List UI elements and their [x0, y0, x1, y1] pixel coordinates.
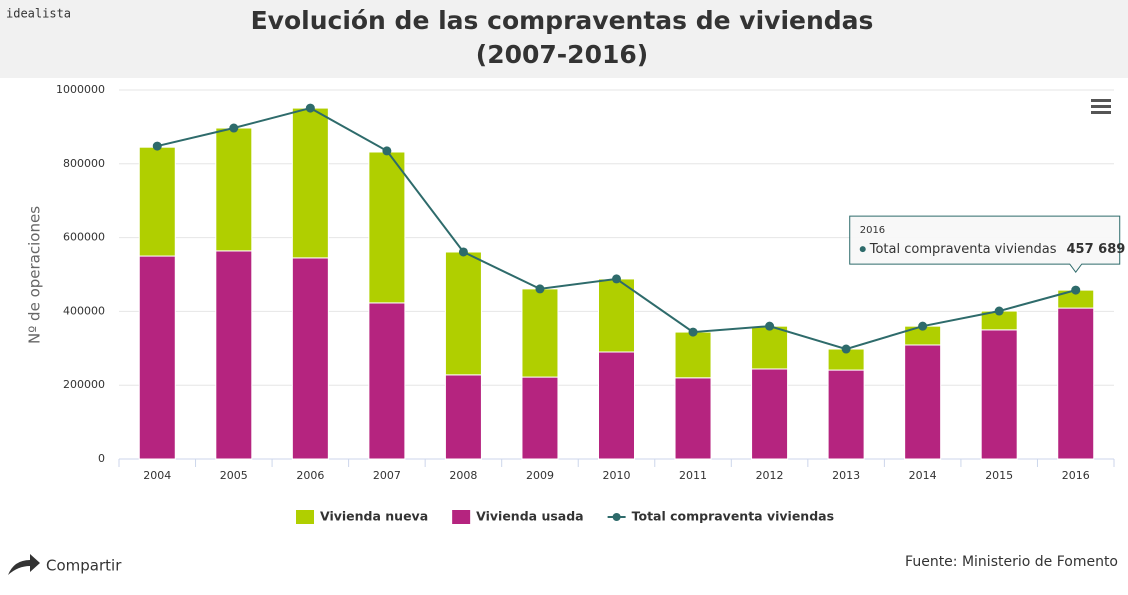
tooltip-text: Total compraventa viviendas 457 689: [869, 242, 1126, 257]
legend-dot: [612, 513, 621, 521]
bar: [215, 250, 253, 460]
x-tick-label: 2013: [832, 469, 860, 482]
legend-item[interactable]: Total compraventa viviendas: [607, 509, 834, 524]
share-icon[interactable]: [8, 554, 40, 575]
line-point: [612, 274, 621, 284]
bar: [1057, 307, 1095, 460]
line-point: [1071, 285, 1081, 295]
x-tick-label: 2010: [603, 469, 631, 482]
tooltip-series: Total compraventa viviendas: [869, 242, 1057, 257]
line-point: [535, 284, 545, 294]
line-point: [382, 146, 392, 156]
legend-label: Vivienda usada: [476, 509, 583, 524]
bar: [827, 369, 865, 460]
bar: [674, 377, 712, 460]
bar: [598, 278, 635, 353]
chart-title: Evolución de las compraventas de viviend…: [251, 6, 874, 35]
legend-label: Vivienda nueva: [320, 509, 428, 524]
legend-item[interactable]: Vivienda usada: [452, 509, 584, 525]
x-tick-label: 2011: [679, 469, 707, 482]
y-axis-label: Nº de operaciones: [26, 206, 44, 344]
y-tick-label: 200000: [63, 378, 105, 391]
bar: [521, 288, 559, 378]
bar: [215, 127, 253, 252]
line-point: [458, 247, 468, 257]
x-tick-label: 2008: [449, 469, 477, 482]
menu-icon[interactable]: [1091, 99, 1111, 114]
y-tick-label: 800000: [63, 157, 105, 170]
bar: [138, 146, 176, 257]
x-tick-label: 2014: [909, 469, 937, 482]
y-tick-label: 400000: [63, 304, 105, 317]
legend-swatch: [452, 510, 471, 524]
legend-label: Total compraventa viviendas: [632, 509, 834, 524]
y-tick-label: 0: [98, 452, 105, 465]
x-tick-label: 2005: [220, 469, 248, 482]
source-note: Fuente: Ministerio de Fomento: [905, 554, 1118, 570]
tooltip-dot: [859, 246, 866, 253]
y-tick-label: 1000000: [56, 83, 105, 96]
line-point: [918, 321, 928, 331]
line-point: [305, 103, 315, 113]
bar: [751, 368, 789, 460]
tooltip-value: 457 689: [1067, 242, 1126, 257]
x-tick-label: 2009: [526, 469, 554, 482]
x-tick-label: 2004: [143, 469, 171, 482]
bar: [751, 325, 789, 370]
x-tick-label: 2006: [296, 469, 324, 482]
bar: [674, 331, 712, 379]
y-tick-label: 600000: [63, 231, 105, 244]
chart-title: (2007-2016): [476, 40, 648, 69]
legend-item[interactable]: Vivienda nueva: [296, 509, 428, 525]
brand: idealista: [6, 7, 71, 21]
x-tick-label: 2016: [1062, 469, 1090, 482]
line-point: [688, 327, 698, 337]
line-point: [994, 306, 1004, 316]
bar: [138, 255, 176, 460]
bar: [444, 374, 482, 460]
bar: [368, 302, 406, 460]
line-point: [841, 344, 851, 354]
bar: [521, 376, 559, 460]
line-point: [152, 141, 162, 151]
header-band: [0, 0, 1128, 78]
share-link[interactable]: Compartir: [46, 557, 122, 575]
bar: [291, 107, 329, 259]
x-tick-label: 2012: [756, 469, 784, 482]
bar: [291, 257, 329, 460]
bar: [904, 344, 942, 460]
tooltip-box: [849, 215, 1121, 273]
x-tick-label: 2015: [985, 469, 1013, 482]
bar: [980, 329, 1018, 460]
x-tick-label: 2007: [373, 469, 401, 482]
tooltip-header: 2016: [860, 225, 885, 236]
bar: [444, 251, 482, 376]
line-point: [229, 123, 239, 133]
line-point: [765, 321, 775, 331]
bar: [368, 151, 406, 304]
legend-swatch: [296, 510, 314, 524]
bar: [598, 351, 635, 460]
